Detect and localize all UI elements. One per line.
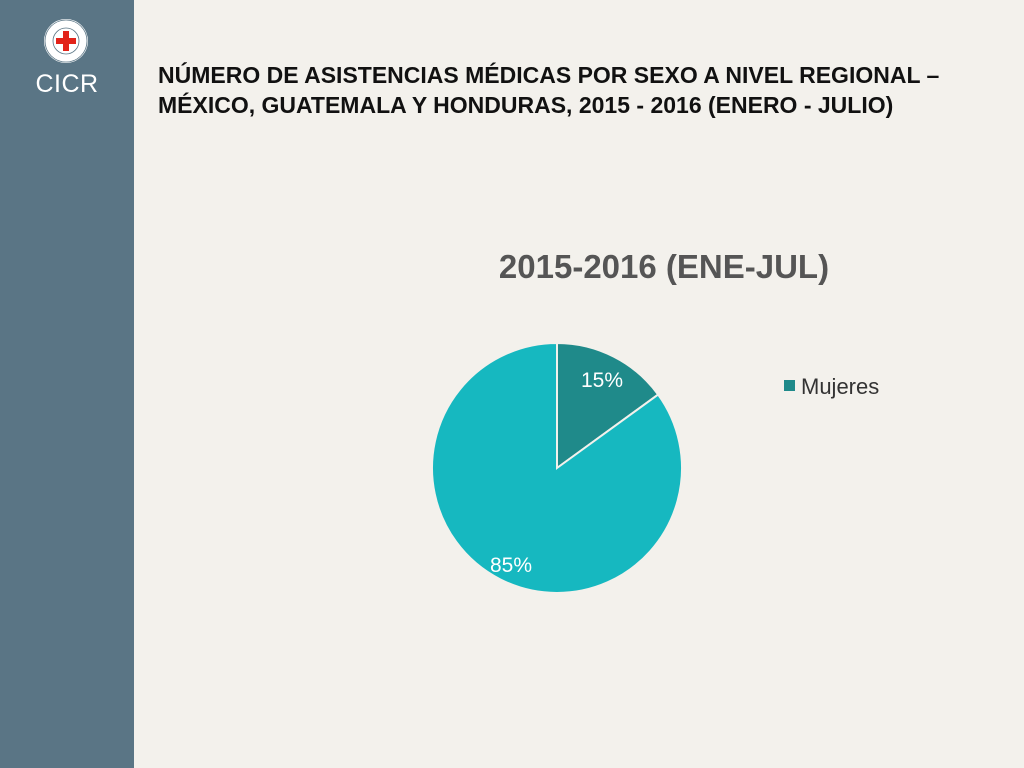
pie-chart: 2015-2016 (ENE-JUL) 15% 85% Mujeres (431, 248, 879, 594)
chart-title: 2015-2016 (ENE-JUL) (499, 248, 829, 285)
page-title: NÚMERO DE ASISTENCIAS MÉDICAS POR SEXO A… (158, 62, 940, 118)
data-label-2: 85% (490, 554, 532, 577)
pie-labels: 15% 85% (490, 369, 623, 577)
legend: Mujeres (784, 374, 879, 399)
pie-slice-2 (431, 341, 683, 594)
logo-label: CICR (35, 70, 99, 98)
sidebar: CICR (0, 0, 134, 768)
pie-slices (431, 341, 683, 594)
legend-label-mujeres: Mujeres (801, 374, 879, 399)
pie-slice-1 (556, 341, 660, 470)
legend-swatch-mujeres (784, 380, 795, 391)
icrc-emblem-icon (44, 19, 88, 63)
data-label-1: 15% (581, 369, 623, 392)
